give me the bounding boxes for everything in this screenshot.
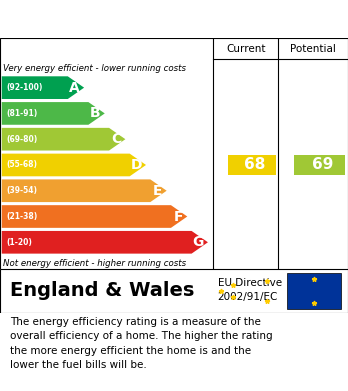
Polygon shape: [2, 102, 105, 125]
Polygon shape: [2, 231, 208, 254]
Polygon shape: [2, 128, 125, 151]
Text: 68: 68: [244, 158, 265, 172]
Text: B: B: [90, 106, 101, 120]
Text: E: E: [153, 184, 163, 198]
Polygon shape: [228, 155, 276, 175]
Text: (55-68): (55-68): [6, 160, 37, 169]
Text: (92-100): (92-100): [6, 83, 42, 92]
Text: (81-91): (81-91): [6, 109, 37, 118]
Text: (39-54): (39-54): [6, 186, 37, 195]
Text: Potential: Potential: [290, 44, 336, 54]
Text: The energy efficiency rating is a measure of the
overall efficiency of a home. T: The energy efficiency rating is a measur…: [10, 317, 273, 370]
FancyBboxPatch shape: [287, 273, 341, 309]
Polygon shape: [294, 155, 345, 175]
Text: (1-20): (1-20): [6, 238, 32, 247]
Text: England & Wales: England & Wales: [10, 282, 195, 300]
Polygon shape: [2, 179, 167, 202]
Text: 69: 69: [311, 158, 333, 172]
Text: D: D: [130, 158, 142, 172]
Text: EU Directive
2002/91/EC: EU Directive 2002/91/EC: [218, 278, 282, 302]
Polygon shape: [2, 154, 146, 176]
Polygon shape: [2, 205, 187, 228]
Text: G: G: [192, 235, 204, 249]
Text: Very energy efficient - lower running costs: Very energy efficient - lower running co…: [3, 64, 187, 73]
Text: Energy Efficiency Rating: Energy Efficiency Rating: [10, 12, 232, 27]
Text: A: A: [69, 81, 80, 95]
Text: Current: Current: [226, 44, 266, 54]
Polygon shape: [2, 76, 84, 99]
Text: F: F: [174, 210, 183, 224]
Text: C: C: [111, 132, 121, 146]
Text: (21-38): (21-38): [6, 212, 37, 221]
Text: Not energy efficient - higher running costs: Not energy efficient - higher running co…: [3, 259, 187, 268]
Text: (69-80): (69-80): [6, 135, 37, 144]
